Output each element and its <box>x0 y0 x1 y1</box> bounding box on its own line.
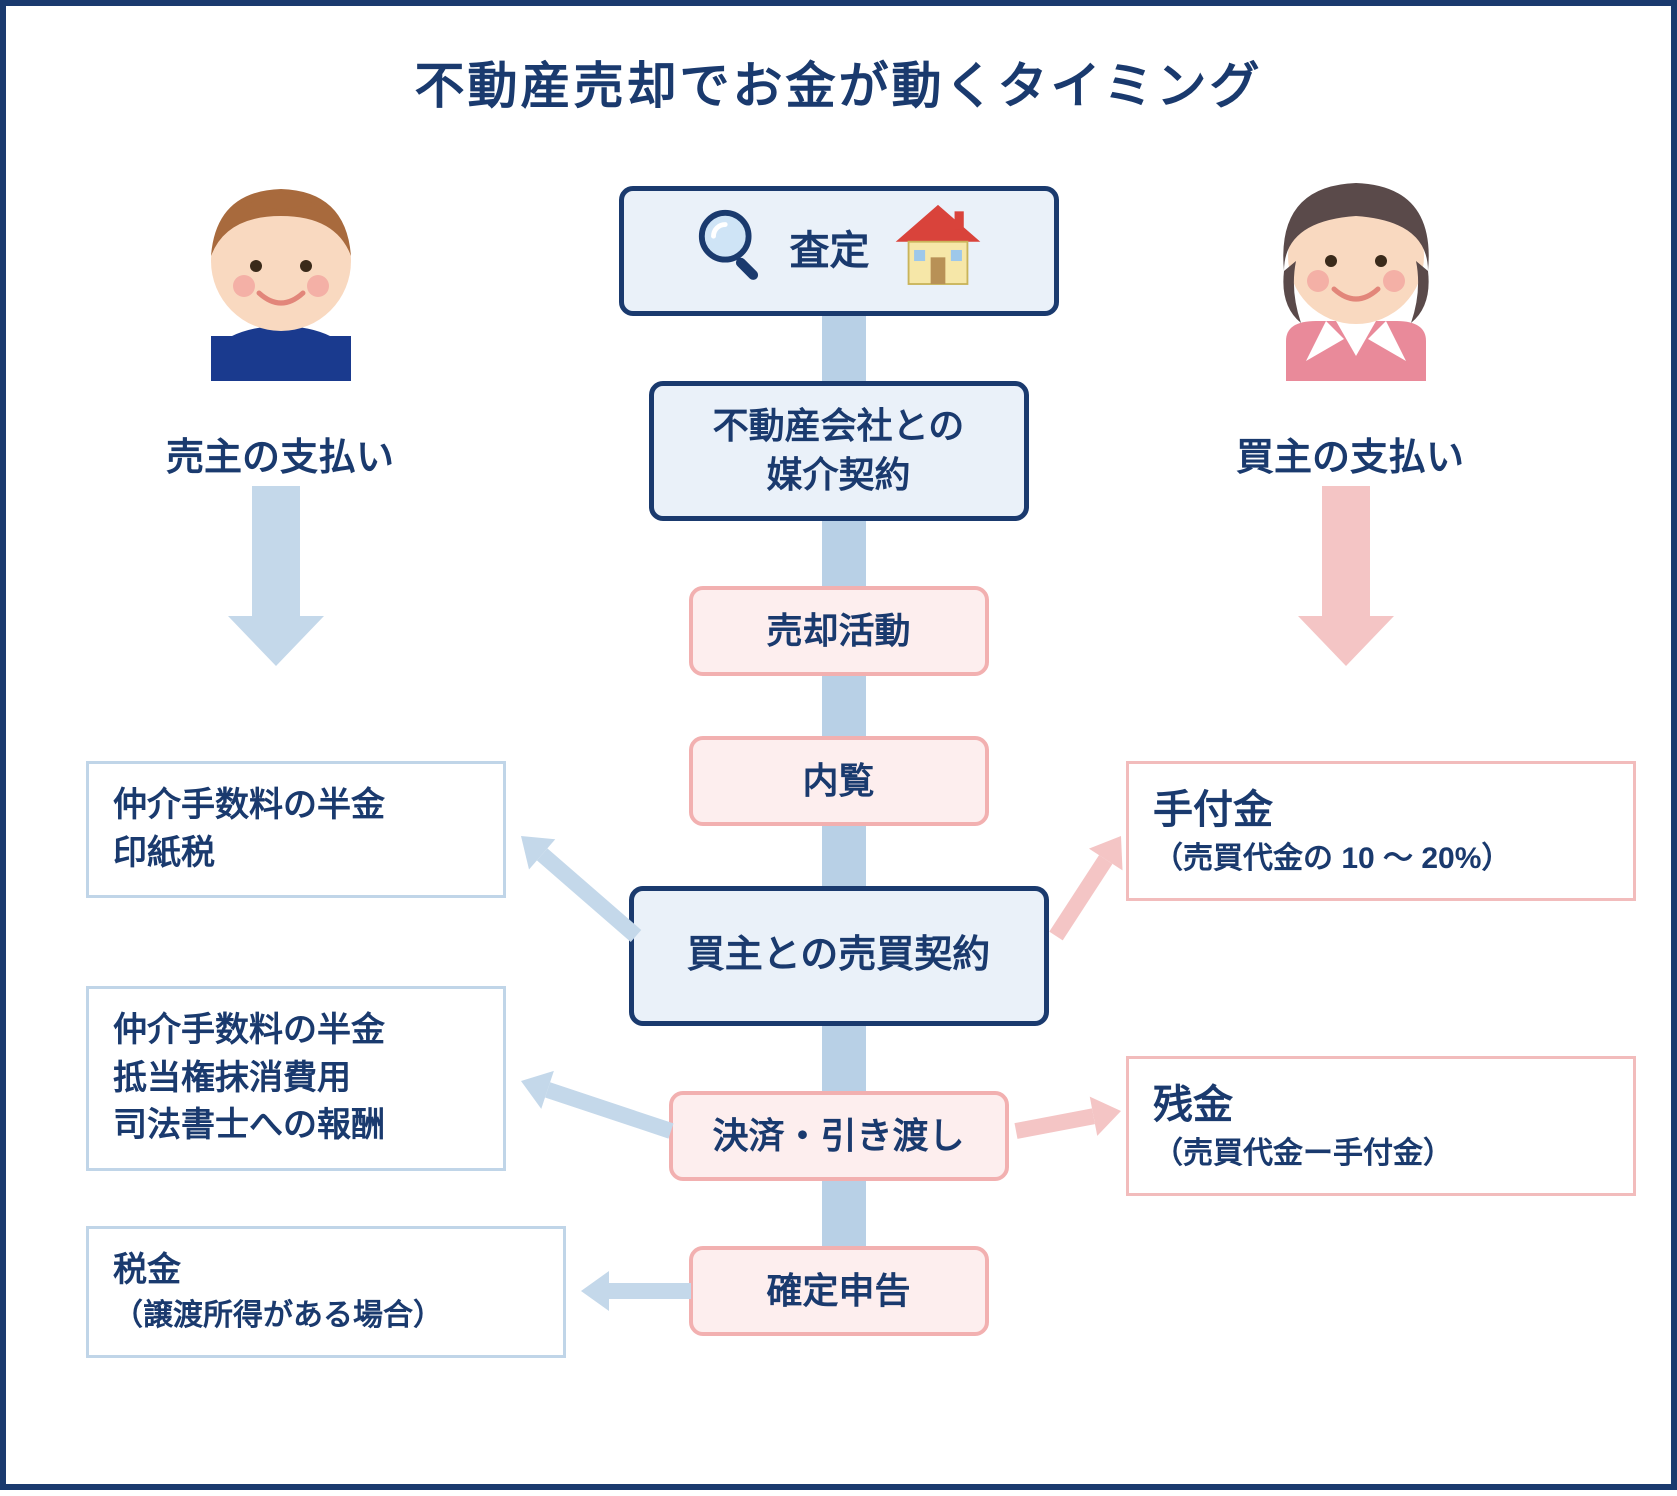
seller-box-line: 仲介手数料の半金 <box>113 1007 479 1055</box>
buyer-box-sub: （売買代金ー手付金） <box>1153 1133 1609 1175</box>
buyer-box-line: 手付金 <box>1153 782 1609 838</box>
buyer-box-line: 残金 <box>1153 1077 1609 1133</box>
buyer-box-sub: （売買代金の 10 ～ 20%） <box>1153 838 1609 880</box>
seller-box-sb2: 仲介手数料の半金抵当権抹消費用司法書士への報酬 <box>86 986 506 1171</box>
seller-box-sb1: 仲介手数料の半金印紙税 <box>86 761 506 898</box>
buyer-box-bb1: 手付金（売買代金の 10 ～ 20%） <box>1126 761 1636 901</box>
buyer-box-bb2: 残金（売買代金ー手付金） <box>1126 1056 1636 1196</box>
seller-box-line: 司法書士への報酬 <box>113 1102 479 1150</box>
seller-box-sb3: 税金（譲渡所得がある場合） <box>86 1226 566 1358</box>
seller-box-line: 印紙税 <box>113 830 479 878</box>
seller-box-line: 仲介手数料の半金 <box>113 782 479 830</box>
seller-box-sub: （譲渡所得がある場合） <box>113 1295 539 1337</box>
seller-box-line: 抵当権抹消費用 <box>113 1055 479 1103</box>
diagram-frame: 不動産売却でお金が動くタイミング 査定不動産会社との 媒介契約売却活動内覧買主と… <box>0 0 1677 1490</box>
seller-box-line: 税金 <box>113 1247 539 1295</box>
